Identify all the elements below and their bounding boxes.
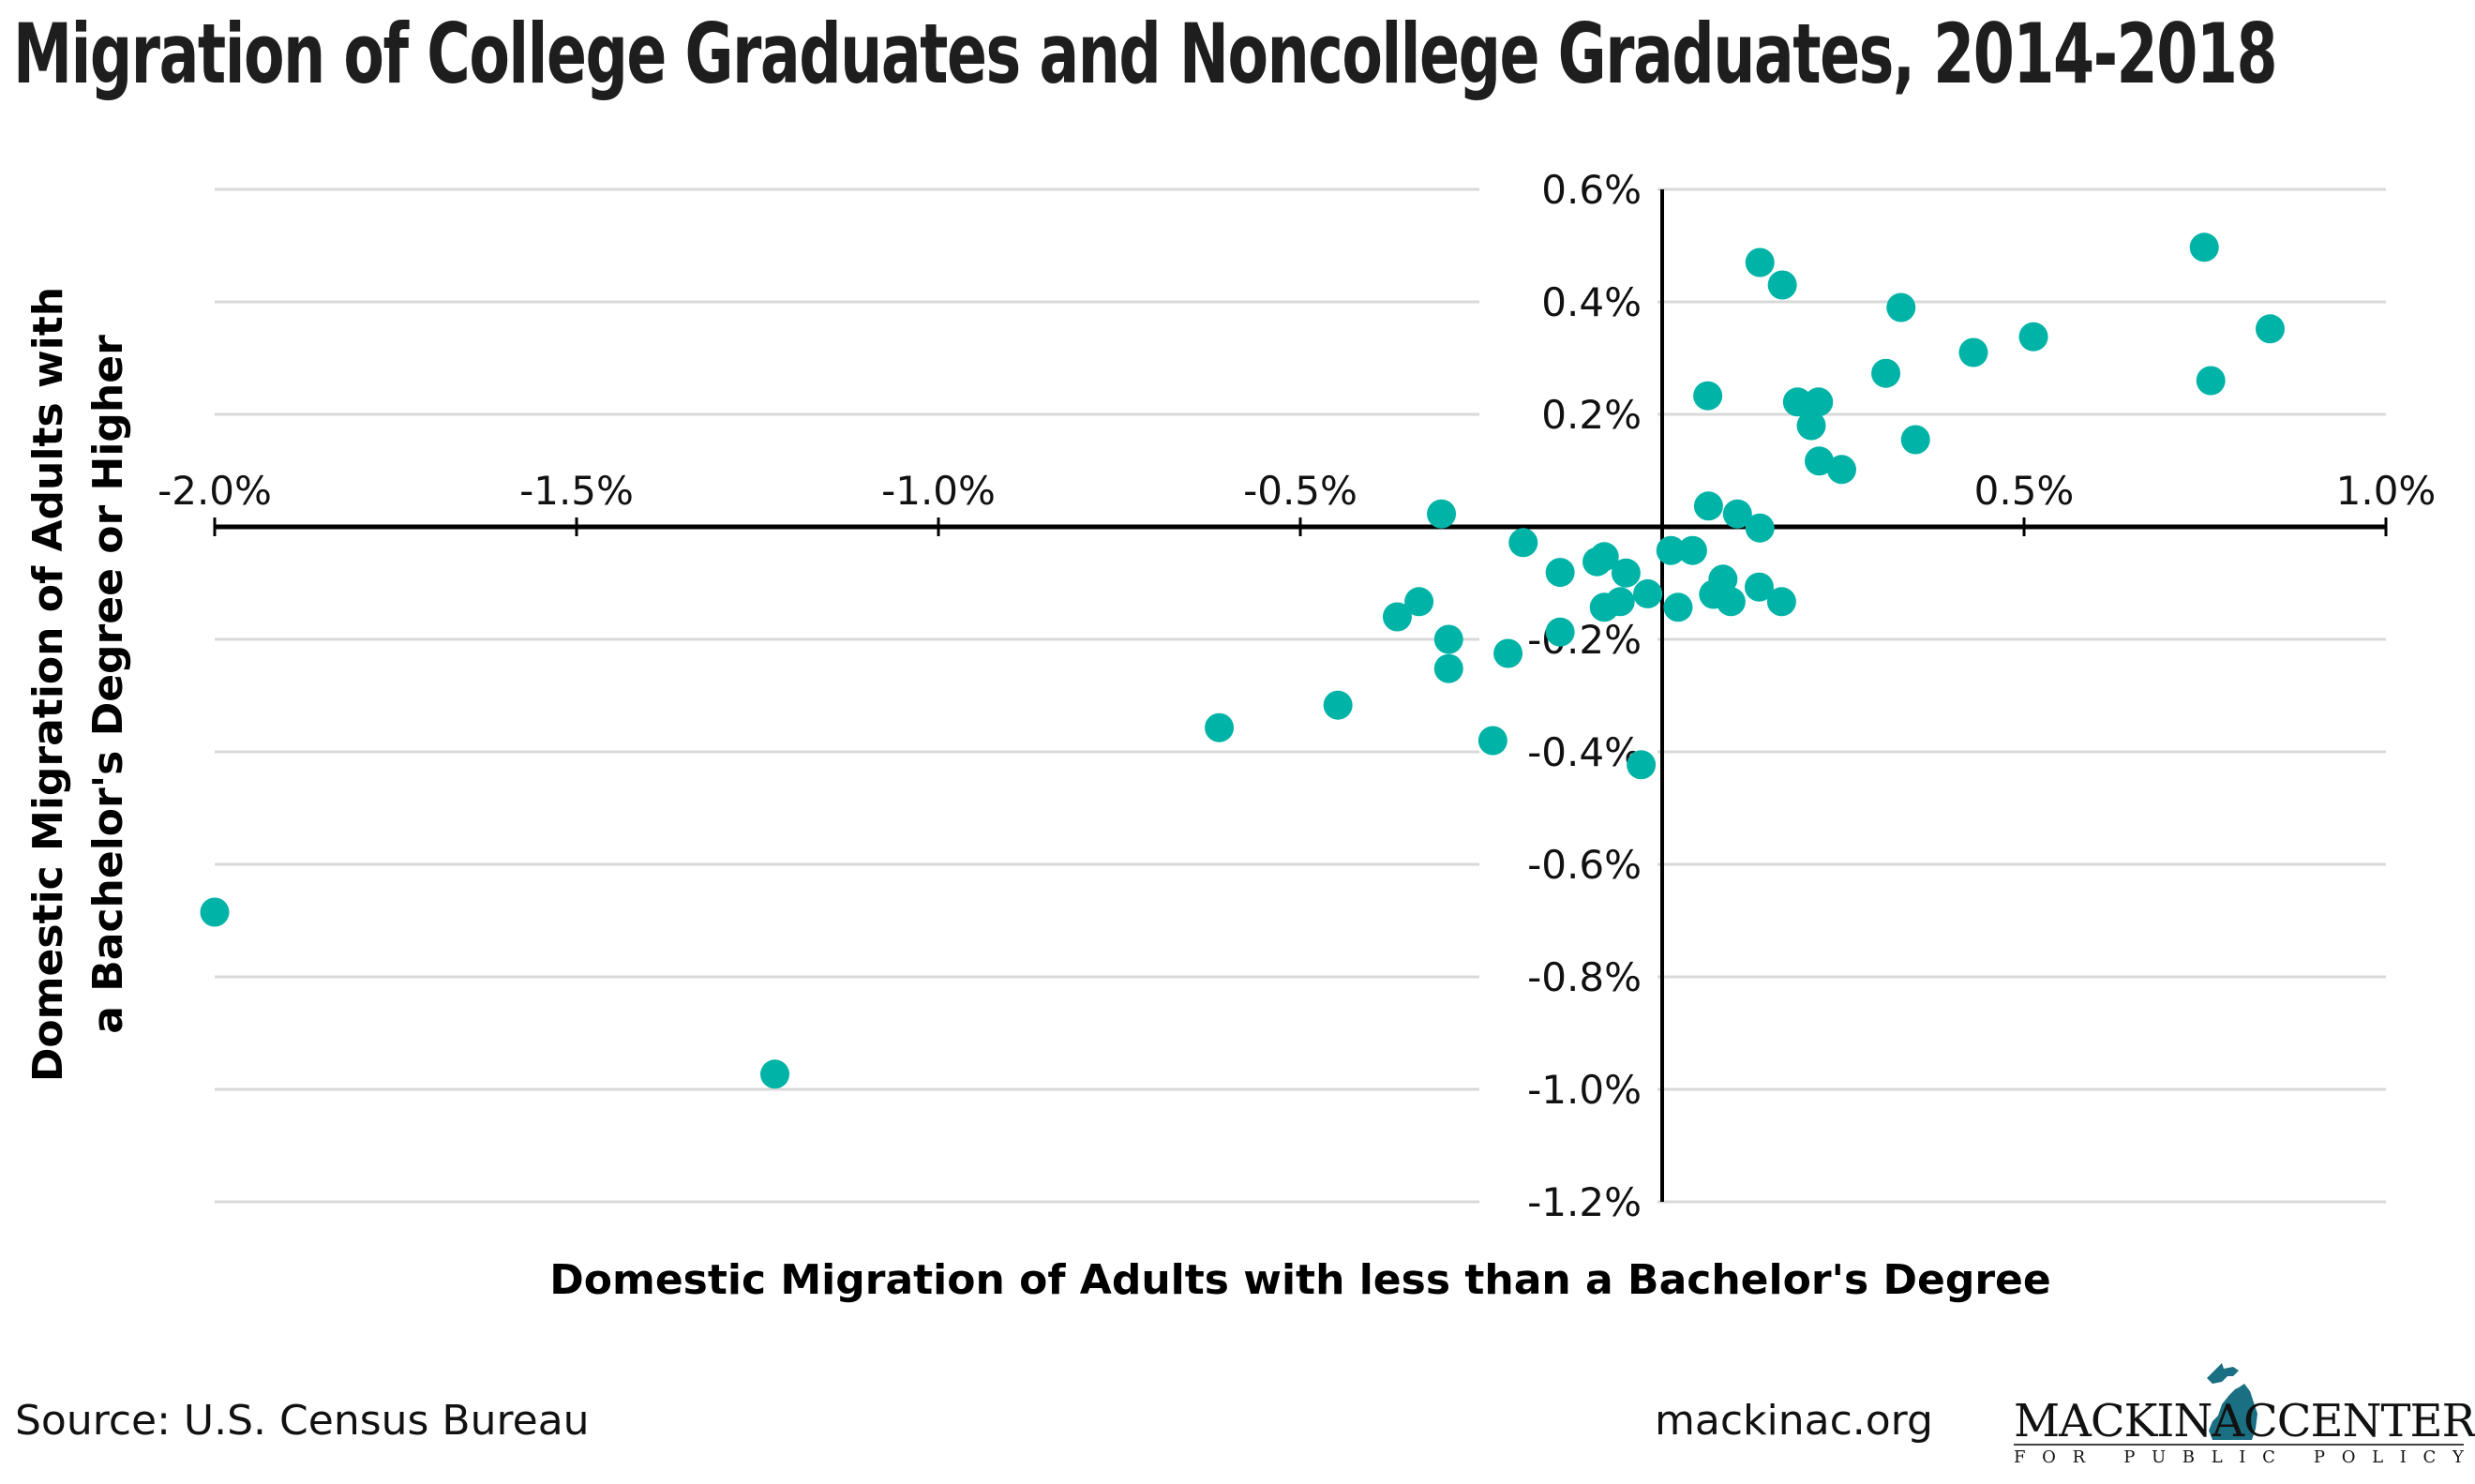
chart-title: Migration of College Graduates and Nonco… (13, 6, 2278, 102)
data-point (1886, 292, 1916, 322)
data-point (1589, 542, 1619, 572)
logo-tagline-letter: Y (2452, 1447, 2464, 1467)
data-point (1545, 617, 1575, 647)
data-point (1766, 587, 1796, 617)
data-point (1722, 499, 1752, 529)
axes (213, 189, 2388, 1202)
y-tick-label: -0.4% (1527, 729, 1642, 775)
logo-tagline-letter: P (2313, 1447, 2326, 1467)
y-tick-label: 0.4% (1541, 279, 1642, 325)
x-tick-labels: -2.0% -1.5% -1.0% -0.5% 0.5% 1.0% (158, 468, 2436, 514)
data-point (1693, 381, 1723, 411)
y-axis-title-container: Domestic Migration of Adults with a Bach… (13, 281, 144, 1087)
data-point (200, 897, 230, 927)
data-point (1589, 592, 1619, 622)
source-note: Source: U.S. Census Bureau (15, 1397, 590, 1445)
data-point (2196, 366, 2226, 396)
logo-tagline-letter (2102, 1447, 2108, 1467)
data-point (2018, 322, 2048, 352)
data-point (1627, 750, 1657, 780)
data-point (1767, 270, 1797, 300)
data-point (1433, 653, 1463, 683)
data-point (2189, 232, 2219, 262)
x-tick-label: -0.5% (1243, 468, 1358, 514)
y-tick-label: -1.2% (1527, 1179, 1642, 1225)
michigan-map-icon (2207, 1363, 2258, 1440)
data-points (200, 232, 2285, 1089)
data-point (1663, 592, 1693, 622)
data-point (1958, 337, 1988, 367)
data-point (1871, 358, 1901, 388)
logo-wordmark: MACKINAC CENTER (2014, 1395, 2475, 1447)
data-point (1826, 455, 1856, 485)
logo-tagline-letter: O (2341, 1447, 2356, 1467)
y-tick-label: 0.2% (1541, 392, 1642, 438)
data-point (760, 1059, 790, 1089)
data-point (1382, 602, 1412, 632)
x-tick-label: 1.0% (2336, 468, 2437, 514)
logo-tagline-letter: C (2422, 1447, 2437, 1467)
y-tick-label: -0.2% (1527, 617, 1642, 663)
x-tick-label: -2.0% (158, 468, 272, 514)
website-link[interactable]: mackinac.org (1655, 1397, 1933, 1445)
data-point (1404, 587, 1434, 617)
data-point (1782, 387, 1812, 417)
y-tick-label: -0.8% (1527, 954, 1642, 1000)
logo-tagline-letter: O (2042, 1447, 2056, 1467)
logo-tagline-letter: I (2239, 1447, 2246, 1467)
logo-tagline-letter: B (2182, 1447, 2196, 1467)
x-tick-label: 0.5% (1974, 468, 2075, 514)
data-point (1805, 446, 1835, 476)
data-point (1611, 558, 1641, 588)
data-point (1900, 425, 1930, 455)
y-tick-labels: 0.6% 0.4% 0.2% -0.2% -0.4% -0.6% -0.8% -1.0% -1.… (1527, 167, 1642, 1225)
data-point (1656, 535, 1686, 565)
data-point (1205, 712, 1235, 742)
logo-tagline-letter: P (2123, 1447, 2136, 1467)
logo-word-left: MACKINAC (2014, 1395, 2278, 1447)
logo-tagline-letter: F (2014, 1447, 2026, 1467)
logo-tagline-letter: R (2072, 1447, 2086, 1467)
y-axis-title: Domestic Migration of Adults with a Bach… (24, 286, 132, 1083)
logo-divider (2014, 1444, 2464, 1446)
gridlines (215, 187, 2386, 1204)
data-point (1545, 558, 1575, 588)
data-point (1633, 578, 1663, 608)
data-point (1796, 411, 1826, 441)
data-point (1744, 572, 1774, 602)
data-point (1716, 587, 1746, 617)
data-point (1493, 638, 1523, 668)
data-point (1693, 491, 1723, 521)
logo-tagline-letter: L (2211, 1447, 2223, 1467)
logo-tagline-letter: C (2262, 1447, 2275, 1467)
data-point (1478, 726, 1508, 756)
logo-word-right: CENTER (2276, 1395, 2475, 1447)
data-point (1508, 528, 1538, 558)
data-point (1804, 387, 1834, 417)
logo-tagline-letter: L (2372, 1447, 2384, 1467)
data-point (2255, 314, 2285, 344)
y-tick-label: -0.6% (1527, 842, 1642, 888)
data-point (1677, 535, 1707, 565)
y-tick-label: 0.6% (1541, 167, 1642, 213)
logo-tagline-letter (2292, 1447, 2298, 1467)
logo-tagline-letter: U (2151, 1447, 2167, 1467)
x-tick-label: -1.5% (519, 468, 634, 514)
data-point (1745, 247, 1775, 277)
logo-tagline-letter: I (2399, 1447, 2407, 1467)
x-tick-label: -1.0% (881, 468, 996, 514)
data-point (1323, 690, 1353, 720)
x-axis-title: Domestic Migration of Adults with less t… (549, 1256, 2051, 1304)
data-point (1745, 513, 1775, 543)
data-point (1427, 499, 1457, 529)
y-tick-label: -1.0% (1527, 1067, 1642, 1113)
data-point (1433, 624, 1463, 654)
